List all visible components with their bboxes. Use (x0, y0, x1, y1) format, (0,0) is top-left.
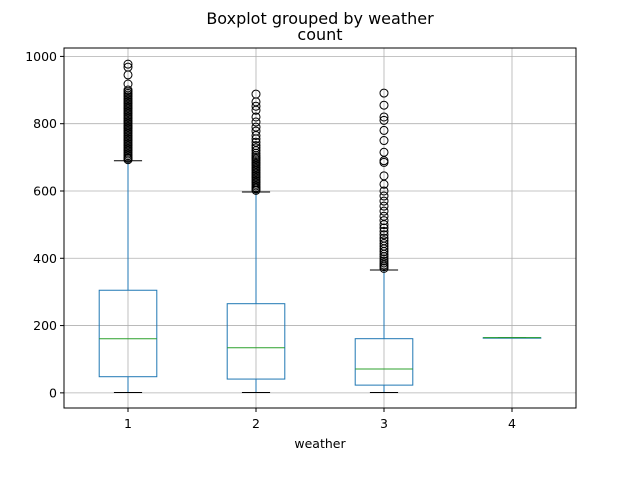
outlier-point (251, 117, 261, 127)
outlier-point (251, 126, 261, 136)
outlier-point (379, 216, 389, 226)
chart-title: count (297, 25, 342, 44)
y-tick-label: 200 (33, 318, 57, 333)
x-tick-label: 4 (508, 416, 516, 431)
outlier-point (251, 122, 261, 132)
outlier-point (379, 191, 389, 201)
outlier-point (379, 147, 389, 157)
outlier-point (379, 125, 389, 135)
outlier-point (379, 136, 389, 146)
x-tick-label: 3 (380, 416, 388, 431)
outlier-point (251, 101, 261, 111)
box-group-4 (482, 337, 542, 339)
outlier-point (379, 223, 389, 233)
outlier-point (379, 186, 389, 196)
plot-frame (63, 47, 577, 409)
chart-suptitle: Boxplot grouped by weather (206, 9, 434, 28)
x-axis-ticks: 1 2 3 4 (124, 408, 516, 431)
x-tick-label: 2 (252, 416, 260, 431)
y-axis-ticks: 0 200 400 600 800 1000 (25, 49, 64, 400)
iqr-box (226, 303, 286, 380)
outlier-point (251, 89, 261, 99)
outlier-point (251, 112, 261, 122)
box-group-1 (98, 59, 158, 394)
y-tick-label: 600 (33, 183, 57, 198)
outlier-point (379, 100, 389, 110)
boxes (98, 59, 542, 394)
outlier-point (379, 112, 389, 122)
y-tick-label: 800 (33, 116, 57, 131)
outlier-point (379, 254, 389, 264)
outlier-point (379, 115, 389, 125)
outlier-point (379, 88, 389, 98)
outlier-point (123, 85, 133, 95)
y-tick-label: 1000 (25, 49, 57, 64)
outlier-point (379, 226, 389, 236)
outlier-point (379, 206, 389, 216)
outlier-point (251, 143, 261, 153)
outlier-point (379, 233, 389, 243)
outlier-point (123, 79, 133, 89)
box-group-2 (226, 89, 286, 394)
outlier-point (379, 236, 389, 246)
iqr-box (354, 338, 414, 386)
outlier-point (123, 59, 133, 69)
outlier-point (379, 201, 389, 211)
iqr-box (98, 289, 158, 378)
box-group-3 (354, 88, 414, 394)
outlier-point (379, 238, 389, 248)
outlier-point (379, 230, 389, 240)
x-tick-label: 1 (124, 416, 132, 431)
y-tick-label: 0 (49, 385, 57, 400)
outlier-point (379, 196, 389, 206)
outlier-point (251, 137, 261, 147)
x-axis-label: weather (294, 436, 346, 451)
grid-lines (64, 48, 576, 408)
outlier-point (379, 171, 389, 181)
outlier-point (251, 141, 261, 151)
outlier-point (379, 211, 389, 221)
y-tick-label: 400 (33, 251, 57, 266)
outlier-point (123, 62, 133, 72)
